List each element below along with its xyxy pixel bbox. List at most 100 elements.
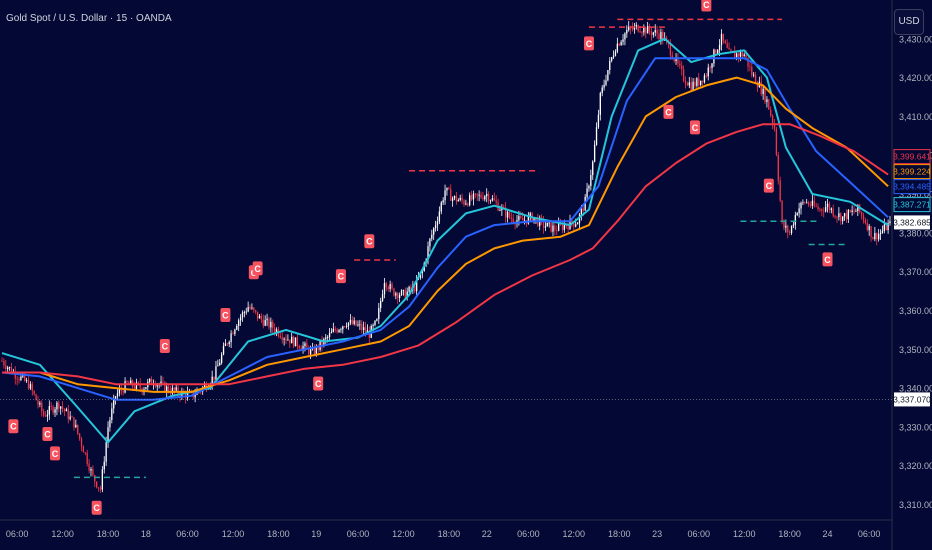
candle-bull (330, 331, 333, 334)
currency-button[interactable]: USD (894, 9, 924, 35)
candle-bear (639, 31, 641, 33)
price-tag: 3,399.641 (893, 149, 931, 165)
candle-bear (150, 378, 153, 385)
candle-bear (737, 53, 740, 57)
candle-bull (325, 337, 327, 339)
candle-bear (71, 416, 73, 418)
candle-bull (194, 394, 196, 398)
candle-bull (552, 225, 554, 232)
candle-bear (684, 80, 687, 84)
candle-bull (247, 306, 249, 312)
candle-bear (567, 226, 569, 230)
candle-bear (306, 343, 308, 348)
candle-bear (885, 224, 887, 231)
candle-bear (556, 230, 558, 232)
candle-bull (643, 27, 645, 33)
price-tag-bg (893, 149, 931, 165)
candle-bull (54, 409, 56, 413)
candle-bear (510, 217, 512, 219)
candle-bear (828, 203, 831, 210)
signal-badge (335, 269, 346, 284)
signal-marker: C (583, 36, 594, 51)
signal-label: C (222, 310, 229, 320)
signal-badge (50, 446, 61, 461)
candle-bear (88, 463, 90, 471)
candle-bear (184, 392, 187, 398)
x-tick-label: 18:00 (608, 529, 631, 539)
signal-badge (313, 376, 324, 391)
candle-bear (872, 237, 874, 240)
candle-bull (842, 216, 844, 222)
candle-bear (467, 203, 469, 206)
candle-bull (546, 222, 548, 227)
candle-bear (726, 43, 728, 48)
candle-bear (754, 74, 757, 84)
candle-bear (296, 337, 299, 347)
x-tick-label: 06:00 (858, 529, 881, 539)
candle-bear (42, 411, 45, 416)
candle-bear (819, 209, 821, 210)
signal-badge (42, 426, 53, 441)
signal-marker: C (689, 120, 700, 135)
candle-bull (879, 232, 882, 235)
candle-bull (124, 381, 126, 393)
candle-bear (213, 376, 215, 380)
price-tag-bg (893, 179, 931, 195)
candle-bear (845, 213, 848, 220)
price-tag-text: 3,394.485 (893, 182, 931, 192)
candle-bull (215, 366, 217, 380)
candle-bull (381, 294, 384, 302)
candle-bear (709, 67, 711, 69)
candle-bull (624, 33, 626, 40)
candle-bear (836, 216, 838, 218)
candle-bear (470, 195, 473, 200)
candle-bull (211, 376, 213, 385)
candle-bear (97, 487, 100, 489)
candle-bear (474, 193, 477, 195)
candle-bear (645, 27, 647, 34)
candle-bull (762, 88, 764, 95)
candle-bull (326, 336, 329, 338)
candle-bear (164, 382, 166, 393)
candle-bull (203, 384, 206, 388)
candle-bull (766, 99, 768, 103)
x-tick-label: 06:00 (517, 529, 540, 539)
candle-bull (576, 223, 579, 225)
candle-bear (52, 406, 54, 413)
x-tick-label: 12:00 (563, 529, 586, 539)
candle-bear (582, 208, 584, 211)
candle-bear (866, 223, 868, 231)
candle-bull (622, 39, 624, 42)
candle-bull (478, 194, 480, 196)
candle-bear (876, 232, 878, 240)
candle-bull (459, 197, 461, 200)
candle-bull (22, 374, 24, 377)
candle-bear (504, 207, 507, 218)
x-tick-label: 19 (311, 529, 321, 539)
candle-bear (14, 371, 16, 379)
candle-bull (597, 114, 600, 128)
candle-bear (677, 57, 679, 64)
candle-bull (699, 80, 702, 85)
candle-bull (217, 365, 219, 367)
candle-bull (529, 213, 531, 216)
candle-bull (372, 325, 374, 326)
signal-marker: C (50, 446, 61, 461)
candle-bear (815, 205, 817, 207)
candle-bear (226, 343, 228, 345)
candle-bear (734, 51, 736, 58)
candle-bear (813, 200, 815, 206)
candle-bull (611, 57, 613, 61)
price-tag-bg (894, 215, 930, 230)
ma-line-3 (2, 123, 889, 386)
price-tag-bg (893, 197, 931, 213)
candle-bull (790, 225, 793, 233)
candle-bear (840, 213, 842, 222)
candle-bull (219, 362, 221, 366)
candle-bull (446, 187, 448, 191)
candle-bull (8, 367, 11, 368)
candle-bear (853, 210, 855, 212)
candle-bear (300, 348, 302, 350)
x-tick-label: 12:00 (392, 529, 415, 539)
